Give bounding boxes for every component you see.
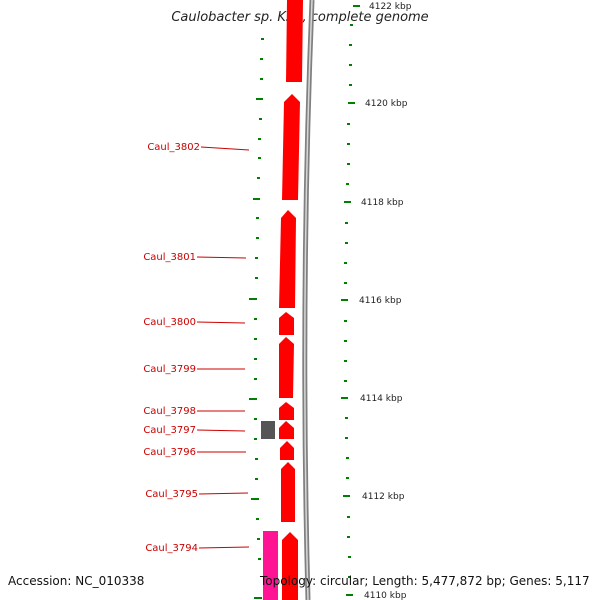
gene-block xyxy=(282,94,300,200)
gene-labels: Caul_3802 Caul_3801 Caul_3800 Caul_3799 … xyxy=(143,142,250,554)
right-ticks xyxy=(341,5,360,596)
gene-block-pink xyxy=(263,531,278,600)
gene-block xyxy=(279,402,294,420)
scale-label: 4120 kbp xyxy=(365,99,408,109)
gene-leader xyxy=(200,146,250,151)
gene-block xyxy=(281,462,295,522)
gene-leader xyxy=(196,429,246,432)
gene-label: Caul_3796 xyxy=(143,447,196,458)
scale-label: 4118 kbp xyxy=(361,198,404,208)
accession-label: Accession: NC_010338 xyxy=(8,574,145,588)
gene-label: Caul_3800 xyxy=(143,317,196,328)
gene-label: Caul_3797 xyxy=(143,425,196,436)
gene-leader xyxy=(198,492,249,495)
scale-label: 4122 kbp xyxy=(369,2,412,12)
gene-block xyxy=(286,0,303,82)
scale-label: 4116 kbp xyxy=(359,296,402,306)
gene-label: Caul_3794 xyxy=(145,543,198,554)
gene-label: Caul_3801 xyxy=(143,252,196,263)
gene-block xyxy=(279,421,294,439)
gene-block xyxy=(279,312,294,335)
gene-leader xyxy=(198,546,250,549)
scale-label: 4112 kbp xyxy=(362,492,405,502)
gene-label: Caul_3798 xyxy=(143,406,196,417)
gene-label: Caul_3799 xyxy=(143,364,196,375)
scale-labels: 4122 kbp 4120 kbp 4118 kbp 4116 kbp 4114… xyxy=(359,2,412,600)
topology-label: Topology: circular; Length: 5,477,872 bp… xyxy=(260,574,590,588)
scale-label: 4110 kbp xyxy=(364,591,407,600)
gene-leader xyxy=(196,256,247,259)
gene-leader xyxy=(196,321,246,324)
left-ticks xyxy=(249,38,264,599)
gene-block xyxy=(282,532,298,600)
gene-block xyxy=(279,210,296,308)
scale-label: 4114 kbp xyxy=(360,394,403,404)
gene-label: Caul_3795 xyxy=(145,489,198,500)
gene-block-gray xyxy=(261,421,275,439)
gene-label: Caul_3802 xyxy=(147,142,200,153)
gene-block xyxy=(280,441,294,460)
gene-block xyxy=(279,337,294,398)
gene-blocks xyxy=(261,0,303,600)
genome-backbone-inner xyxy=(304,0,313,600)
